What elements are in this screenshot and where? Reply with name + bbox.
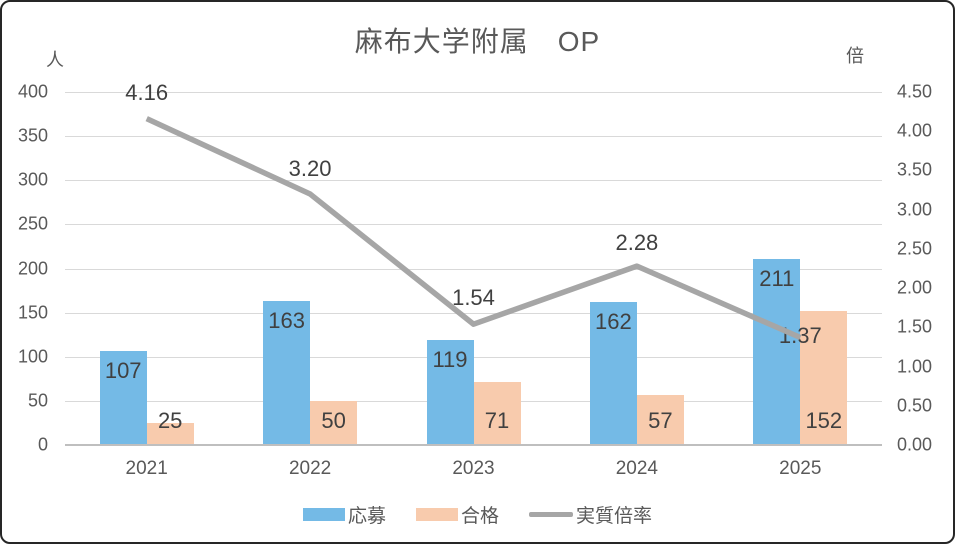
legend-swatch-accepted — [415, 508, 458, 521]
y-tick-label-left: 50 — [27, 390, 48, 411]
bar-applications — [99, 350, 147, 445]
bar-accepted — [800, 310, 848, 445]
bar-label-applications: 162 — [595, 309, 632, 335]
y-tick-label-right: 0.00 — [897, 434, 933, 455]
x-tick-label: 2023 — [452, 458, 495, 479]
legend-item-ratio: 実質倍率 — [529, 501, 652, 528]
bar-label-applications: 211 — [759, 265, 795, 291]
legend-label-accepted: 合格 — [460, 506, 499, 527]
bar-accepted — [636, 394, 684, 445]
bar-accepted — [473, 382, 521, 445]
y-tick-label-left: 300 — [17, 169, 48, 190]
legend: 応募 合格 実質倍率 — [2, 501, 953, 528]
bar-label-applications: 163 — [268, 308, 305, 334]
line-point-label: 1.54 — [452, 285, 495, 311]
bar-accepted — [310, 400, 358, 445]
legend-item-accepted: 合格 — [415, 501, 499, 528]
bar-label-accepted: 71 — [484, 408, 510, 433]
y-tick-label-left: 100 — [17, 346, 48, 367]
y-tick-label-right: 3.50 — [897, 159, 933, 180]
x-tick-label: 2024 — [615, 458, 659, 479]
y-tick-label-right: 4.50 — [897, 81, 933, 102]
bar-label-accepted: 25 — [157, 408, 183, 433]
x-tick-label: 2021 — [125, 458, 168, 479]
legend-swatch-applications — [302, 508, 345, 521]
bar-applications — [753, 258, 801, 445]
y-tick-label-right: 1.50 — [897, 316, 933, 337]
y-tick-label-right: 3.00 — [897, 199, 933, 220]
gridline — [65, 224, 882, 226]
y-tick-label-left: 250 — [17, 213, 48, 234]
y-tick-label-right: 0.50 — [897, 395, 933, 416]
bar-accepted — [146, 422, 194, 445]
y-tick-label-left: 350 — [17, 125, 48, 146]
plot-area: 107 25 4.16 2021 163 50 3.20 2022 119 71 1.54 2023 1… — [65, 80, 882, 479]
y-tick-label-left: 150 — [17, 302, 48, 323]
left-axis-unit-label: 人 — [46, 50, 64, 70]
bar-label-accepted: 152 — [805, 408, 843, 433]
chart-title: 麻布大学附属 OP — [354, 26, 601, 57]
gridline — [65, 180, 882, 182]
x-tick-label: 2022 — [288, 458, 332, 479]
line-point-label: 4.16 — [125, 79, 169, 105]
legend-label-applications: 応募 — [347, 506, 386, 527]
gridline — [65, 92, 882, 93]
y-tick-label-left: 200 — [17, 258, 48, 278]
x-axis-line — [65, 444, 882, 446]
right-axis-unit-label: 倍 — [846, 46, 864, 66]
ratio-line — [145, 116, 802, 341]
bar-label-accepted: 50 — [321, 408, 346, 433]
y-tick-label-left: 400 — [17, 81, 48, 102]
y-tick-label-left: 0 — [37, 434, 48, 455]
gridline — [65, 312, 882, 314]
y-tick-label-right: 2.50 — [897, 238, 933, 259]
line-point-label: 3.20 — [288, 155, 332, 181]
y-tick-label-right: 4.00 — [897, 120, 933, 141]
gridline — [65, 136, 882, 138]
legend-item-applications: 応募 — [302, 501, 386, 528]
bar-label-accepted: 57 — [648, 408, 673, 433]
y-tick-label-right: 1.00 — [897, 356, 933, 377]
bar-label-applications: 119 — [432, 346, 468, 372]
gridline — [65, 268, 882, 270]
bar-label-applications: 107 — [104, 357, 142, 383]
bar-applications — [263, 301, 311, 445]
bar-applications — [426, 339, 474, 445]
legend-swatch-ratio-line — [529, 512, 573, 517]
gridline — [65, 356, 882, 358]
y-tick-label-right: 2.00 — [897, 277, 933, 298]
bar-applications — [589, 302, 637, 445]
ratio-line-series — [145, 116, 802, 341]
line-point-label: 2.28 — [615, 230, 659, 256]
legend-label-ratio: 実質倍率 — [576, 506, 653, 527]
x-tick-label: 2025 — [779, 458, 822, 479]
